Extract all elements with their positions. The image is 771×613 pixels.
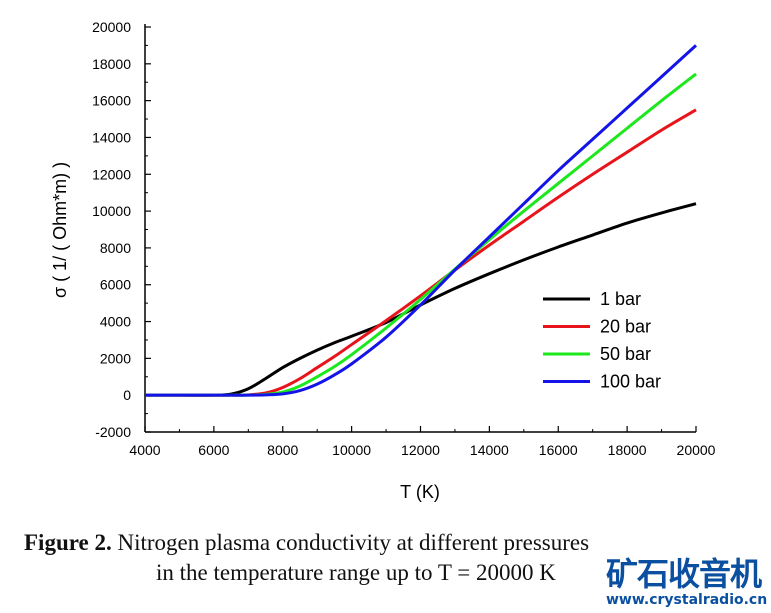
watermark: 矿石收音机 www.crystalradio.cn (606, 556, 767, 608)
y-tick-label: 12000 (92, 166, 131, 182)
x-tick-label: 6000 (198, 442, 229, 458)
x-tick-label: 12000 (401, 442, 440, 458)
y-tick-label: 16000 (92, 93, 131, 109)
series-line-100-bar (145, 44, 698, 397)
y-tick-label: 8000 (100, 240, 131, 256)
caption-line2: in the temperature range up to T = 20000… (156, 560, 556, 585)
x-tick-label: 10000 (332, 442, 371, 458)
series-lines (145, 44, 698, 397)
x-axis-label: T (K) (400, 482, 440, 502)
x-tick-label: 4000 (129, 442, 160, 458)
legend-label: 100 bar (600, 372, 661, 392)
legend-label: 50 bar (600, 344, 651, 364)
y-tick-label: 2000 (100, 350, 131, 366)
legend: 1 bar 20 bar 50 bar 100 bar (543, 289, 661, 392)
legend-label: 20 bar (600, 317, 651, 337)
y-tick-label: 18000 (92, 56, 131, 72)
caption-label: Figure 2. (24, 530, 112, 555)
x-tick-label: 14000 (470, 442, 509, 458)
figure-caption: Figure 2. Nitrogen plasma conductivity a… (24, 528, 589, 588)
conductivity-chart: 4000 6000 8000 10000 12000 14000 16000 18000 200… (50, 19, 716, 502)
y-tick-label: 20000 (92, 19, 131, 35)
x-tick-label: 20000 (677, 442, 716, 458)
x-tick-label: 18000 (608, 442, 647, 458)
y-tick-label: 6000 (100, 277, 131, 293)
legend-label: 1 bar (600, 289, 641, 309)
caption-line1: Nitrogen plasma conductivity at differen… (117, 530, 590, 555)
y-tick-label: 14000 (92, 129, 131, 145)
x-tick-label: 8000 (267, 442, 298, 458)
watermark-text: 矿石收音机 (606, 555, 762, 593)
axes: 4000 6000 8000 10000 12000 14000 16000 18000 200… (92, 19, 716, 458)
y-tick-label: 0 (123, 387, 131, 403)
x-tick-label: 16000 (539, 442, 578, 458)
y-tick-label: -2000 (95, 424, 131, 440)
watermark-url: www.crystalradio.cn (606, 592, 768, 608)
series-line-1-bar (145, 202, 697, 397)
y-tick-label: 10000 (92, 203, 131, 219)
y-tick-label: 4000 (100, 314, 131, 330)
y-axis-label: σ ( 1/ ( Ohm*m) ) (50, 162, 70, 298)
